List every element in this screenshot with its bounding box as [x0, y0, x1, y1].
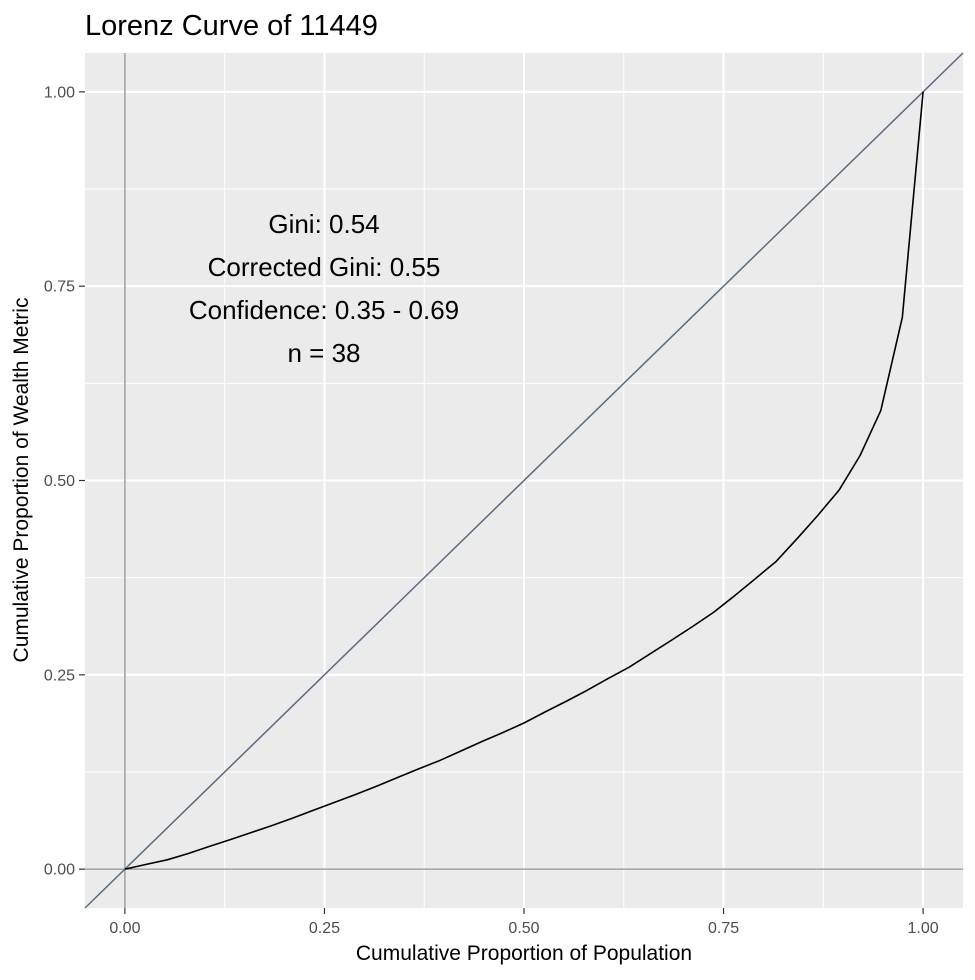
y-axis: 0.00 0.25 0.50 0.75 1.00 — [44, 84, 85, 879]
chart-title: Lorenz Curve of 11449 — [85, 10, 378, 42]
reference-lines — [84, 52, 964, 909]
annotation-line: Corrected Gini: 0.55 — [208, 252, 441, 282]
y-tick-label: 0.75 — [44, 279, 75, 296]
annotation-line: Gini: 0.54 — [268, 209, 379, 239]
y-tick-label: 0.25 — [44, 667, 75, 684]
y-tick-label: 0.00 — [44, 862, 75, 879]
x-axis-label: Cumulative Proportion of Population — [356, 942, 692, 965]
lorenz-curve-line — [124, 91, 924, 870]
x-tick-label: 0.25 — [309, 920, 340, 937]
line-of-equality — [84, 52, 964, 909]
lorenz-curve-group — [124, 91, 924, 870]
annotation-line: n = 38 — [287, 338, 360, 368]
x-tick-label: 0.00 — [109, 920, 140, 937]
annotation-group: Gini: 0.54 Corrected Gini: 0.55 Confidence… — [189, 209, 459, 368]
y-tick-label: 1.00 — [44, 84, 75, 101]
y-axis-label: Cumulative Proportion of Wealth Metric — [10, 298, 33, 663]
annotation-line: Confidence: 0.35 - 0.69 — [189, 295, 459, 325]
x-axis: 0.00 0.25 0.50 0.75 1.00 — [109, 908, 939, 937]
x-tick-label: 0.75 — [708, 920, 739, 937]
x-tick-label: 1.00 — [908, 920, 939, 937]
x-tick-label: 0.50 — [508, 920, 539, 937]
y-tick-label: 0.50 — [44, 473, 75, 490]
